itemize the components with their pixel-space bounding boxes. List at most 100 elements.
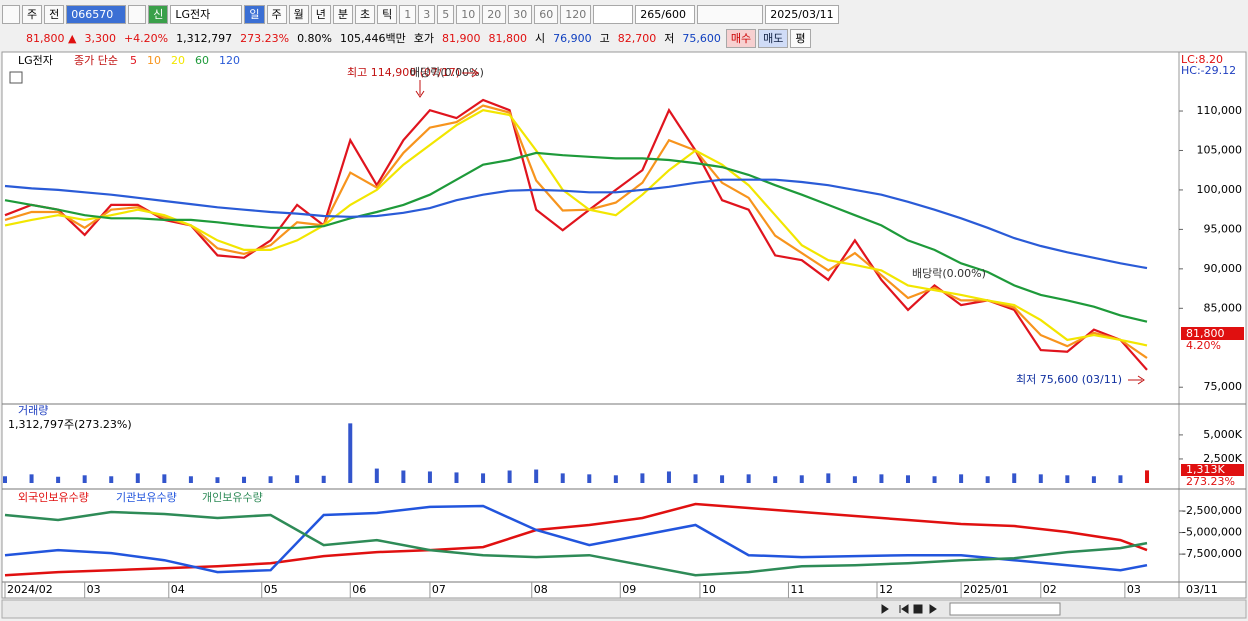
series-line [4, 178, 1148, 270]
volume-bar [613, 475, 618, 483]
quote-price: 81,800 ▲ [26, 31, 77, 45]
volume-bar [348, 423, 353, 483]
legend-item: 기관보유수량 [116, 491, 177, 504]
scroll-buttons[interactable] [881, 604, 937, 614]
volume-bar [640, 473, 645, 483]
period-button[interactable]: 년 [310, 4, 331, 24]
quote-bar: 81,800 ▲ 3,300 +4.20% 1,312,797 273.23% 0.80%… [2, 28, 811, 48]
volume-bar [1145, 470, 1150, 483]
code-input[interactable]: 066570 [66, 4, 127, 24]
volume-bar [1091, 476, 1096, 483]
interval-button[interactable]: 3 [418, 4, 436, 24]
interval-button[interactable]: 5 [437, 4, 455, 24]
y-tick-label: 105,000 [1197, 143, 1243, 156]
tool-buttons[interactable] [697, 4, 764, 24]
y-tick-label: 100,000 [1197, 183, 1243, 196]
interval-button[interactable]: 60 [534, 4, 559, 24]
volume-bar [135, 473, 140, 483]
quote-turnover: 0.80% [297, 31, 333, 45]
volume-bar [295, 475, 300, 483]
scroll-thumb[interactable] [949, 602, 1061, 616]
quote-ask: 81,900 [442, 31, 481, 45]
period-button[interactable]: 월 [288, 4, 309, 24]
period-button[interactable]: 주 [266, 4, 287, 24]
last-price-label: 81,800 [1186, 327, 1225, 340]
volume-bar [720, 475, 725, 483]
y-tick-label: 90,000 [1204, 262, 1243, 275]
period-button[interactable]: 일 [244, 4, 265, 24]
volume-bar [321, 475, 326, 483]
volume-bar [1118, 475, 1123, 483]
avg-button[interactable]: 평 [790, 28, 811, 48]
legend-item: 외국인보유수량 [18, 491, 89, 504]
volume-bar [985, 476, 990, 483]
volume-bar [1065, 475, 1070, 483]
period-button[interactable]: 분 [332, 4, 353, 24]
volume-bar [3, 476, 7, 483]
volume-bar [560, 473, 565, 483]
chart-title: LG전자 [18, 54, 53, 67]
period-button[interactable]: 틱 [377, 4, 398, 24]
period-button[interactable]: 초 [355, 4, 376, 24]
series-line [4, 510, 1148, 577]
volume-bar [56, 476, 61, 483]
volume-bar [215, 477, 220, 483]
annotation: 최고 114,900 (07/17) [347, 66, 460, 79]
count-input[interactable]: 265/600 [635, 4, 696, 24]
date-input[interactable]: 2025/03/11 [765, 4, 839, 24]
sell-button[interactable]: 매도 [758, 28, 789, 48]
volume-bar [481, 473, 486, 483]
y-tick-label: 110,000 [1197, 104, 1243, 117]
quote-open: 76,900 [553, 31, 592, 45]
annotation: 배당락(0.00%) [410, 66, 484, 79]
name-input[interactable]: LG전자 [170, 4, 243, 24]
quote-open-label: 시 [535, 32, 546, 45]
market-select[interactable]: 주 [22, 4, 43, 24]
y-tick-label: 95,000 [1204, 222, 1243, 235]
volume-bar [746, 474, 751, 483]
quote-volume: 1,312,797 [176, 31, 233, 45]
x-tick-label: 08 [534, 583, 548, 596]
annotation: 최저 75,600 (03/11) [1016, 373, 1122, 386]
volume-bar [82, 475, 87, 483]
quote-change: 3,300 [84, 31, 116, 45]
dropdown[interactable] [593, 4, 634, 24]
volume-bar [268, 476, 273, 483]
last-volume-ratio: 273.23% [1186, 475, 1235, 488]
interval-button[interactable]: 20 [482, 4, 507, 24]
volume-bar [959, 474, 964, 483]
volume-bar [852, 476, 857, 483]
x-tick-label: 03 [1127, 583, 1141, 596]
quote-amount: 105,446백만 [340, 32, 406, 45]
series-line [4, 109, 1148, 347]
quote-low-label: 저 [664, 32, 675, 45]
y-tick-label: 75,000 [1204, 380, 1243, 393]
table-icon[interactable] [9, 71, 23, 84]
y-tick-label: -7,500,000 [1182, 547, 1242, 560]
y-tick-label: 85,000 [1204, 301, 1243, 314]
series-line [4, 504, 1148, 574]
x-tick-label: 04 [171, 583, 185, 596]
volume-bar [826, 473, 831, 483]
volume-bar [1038, 474, 1043, 483]
kind-select[interactable]: 전 [44, 4, 65, 24]
x-tick-label: 11 [790, 583, 804, 596]
x-tick-label: 06 [352, 583, 366, 596]
interval-button[interactable]: 120 [560, 4, 592, 24]
volume-bar [693, 474, 698, 483]
interval-button[interactable]: 30 [508, 4, 533, 24]
badge[interactable]: 신 [148, 4, 169, 24]
legend-item: 20 [171, 54, 185, 67]
icon-button[interactable] [2, 4, 20, 24]
y-tick-label: -2,500,000 [1182, 504, 1242, 517]
volume-bar [905, 475, 910, 483]
interval-button[interactable]: 10 [456, 4, 481, 24]
y-tick-label: 5,000K [1203, 428, 1242, 441]
search-button[interactable] [128, 4, 147, 24]
scrollbar[interactable] [1, 599, 1247, 619]
interval-button[interactable]: 1 [399, 4, 417, 24]
quote-volume-ratio: 273.23% [240, 31, 290, 45]
y-tick-label: -5,000,000 [1182, 526, 1242, 539]
buy-button[interactable]: 매수 [725, 28, 757, 48]
series-line [4, 104, 1148, 359]
